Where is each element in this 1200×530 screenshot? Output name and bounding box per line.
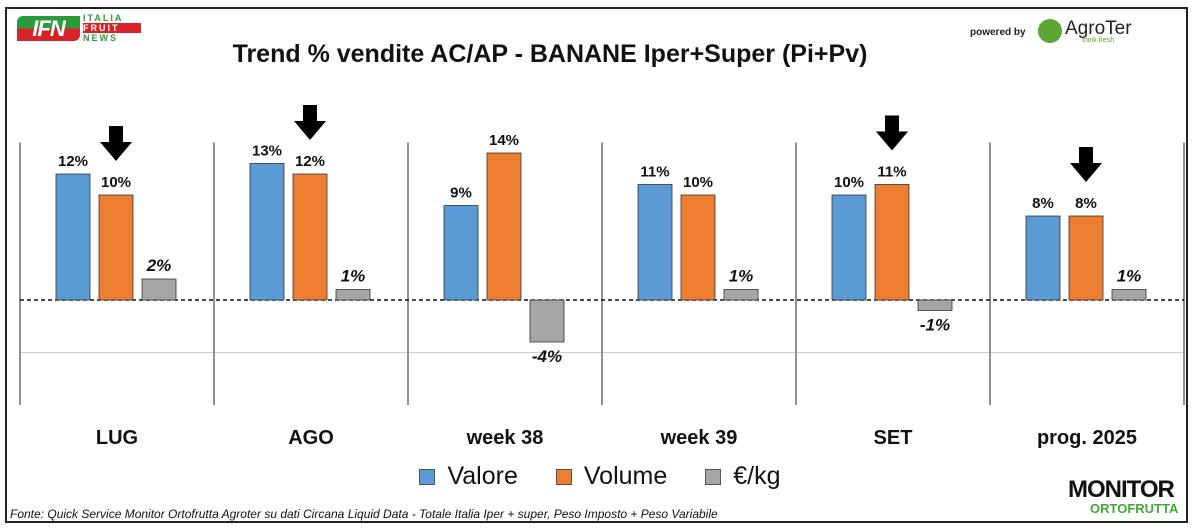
- bar-valore: [831, 194, 867, 301]
- bar-volume: [292, 173, 328, 301]
- chart-title: Trend % vendite AC/AP - BANANE Iper+Supe…: [232, 40, 868, 68]
- down-arrow-icon: [876, 115, 908, 151]
- bar-kg: [723, 289, 759, 301]
- bar-kg: [1111, 289, 1147, 301]
- data-label: 11%: [640, 164, 669, 181]
- data-label: 10%: [101, 174, 131, 191]
- data-label: 11%: [877, 164, 906, 181]
- legend-swatch: [705, 468, 722, 485]
- bar-volume: [680, 194, 716, 301]
- agroter-name: AgroTer: [1065, 18, 1132, 39]
- legend-label: Volume: [583, 462, 668, 490]
- ifn-text: ITALIA FRUIT NEWS: [83, 13, 153, 43]
- bar-kg: [141, 278, 177, 301]
- data-label: 8%: [1032, 195, 1054, 212]
- source-note: Fonte: Quick Service Monitor Ortofrutta …: [10, 507, 718, 521]
- bar-valore: [249, 163, 285, 301]
- data-label: 1%: [341, 267, 366, 286]
- data-label: 2%: [146, 256, 172, 275]
- bar-kg: [335, 289, 371, 301]
- monitor-ortofrutta-logo: MONITOR ORTOFRUTTA: [1068, 476, 1179, 516]
- bar-valore: [637, 184, 673, 301]
- data-label: 9%: [450, 185, 472, 202]
- category-label: AGO: [288, 427, 334, 449]
- down-arrow-icon: [100, 126, 132, 161]
- category-label: week 39: [660, 427, 738, 449]
- data-label: 1%: [1117, 267, 1142, 286]
- legend-swatch: [419, 468, 436, 485]
- down-arrow-icon: [1070, 147, 1102, 182]
- ifn-line: ITALIA: [83, 13, 124, 23]
- legend-item: €/kg: [705, 462, 781, 491]
- data-label: 13%: [252, 143, 282, 160]
- down-arrow-icon: [294, 105, 326, 140]
- data-label: 1%: [729, 267, 754, 286]
- category-label: prog. 2025: [1037, 427, 1137, 449]
- data-label: 10%: [683, 174, 713, 191]
- bar-volume: [1068, 215, 1104, 301]
- bar-volume: [874, 184, 910, 301]
- ifn-line: FRUIT: [83, 23, 141, 33]
- agroter-tagline: think fresh: [1082, 37, 1115, 44]
- data-label: 8%: [1075, 195, 1097, 212]
- monitor-text: MONITOR: [1068, 476, 1175, 503]
- border: [5, 7, 1188, 523]
- legend-label: Valore: [447, 462, 518, 490]
- legend-label: €/kg: [733, 462, 781, 490]
- bar-kg: [917, 299, 953, 311]
- agroter-logo: AgroTer think fresh: [1038, 18, 1132, 44]
- ortofrutta-text: ORTOFRUTTA: [1090, 501, 1179, 516]
- legend-swatch: [555, 468, 572, 485]
- bar-valore: [443, 205, 479, 301]
- category-label: LUG: [96, 427, 138, 449]
- bar-valore: [55, 173, 91, 301]
- legend-item: Valore: [419, 462, 518, 491]
- data-label: 12%: [58, 153, 88, 170]
- bar-kg: [529, 299, 565, 343]
- category-label: SET: [874, 427, 913, 449]
- data-label: -4%: [532, 347, 562, 366]
- data-label: 10%: [834, 174, 864, 191]
- data-label: -1%: [920, 316, 950, 335]
- tree-icon: [1038, 19, 1062, 43]
- category-label: week 38: [466, 427, 544, 449]
- bar-volume: [98, 194, 134, 301]
- powered-by: powered by: [970, 27, 1026, 38]
- bar-volume: [486, 152, 522, 301]
- legend-item: Volume: [555, 462, 668, 491]
- ifn-line: NEWS: [83, 33, 118, 43]
- bar-valore: [1025, 215, 1061, 301]
- ifn-mark: IFN: [17, 16, 80, 41]
- data-label: 14%: [489, 132, 519, 149]
- data-label: 12%: [295, 153, 325, 170]
- legend: Valore Volume €/kg: [0, 462, 1200, 491]
